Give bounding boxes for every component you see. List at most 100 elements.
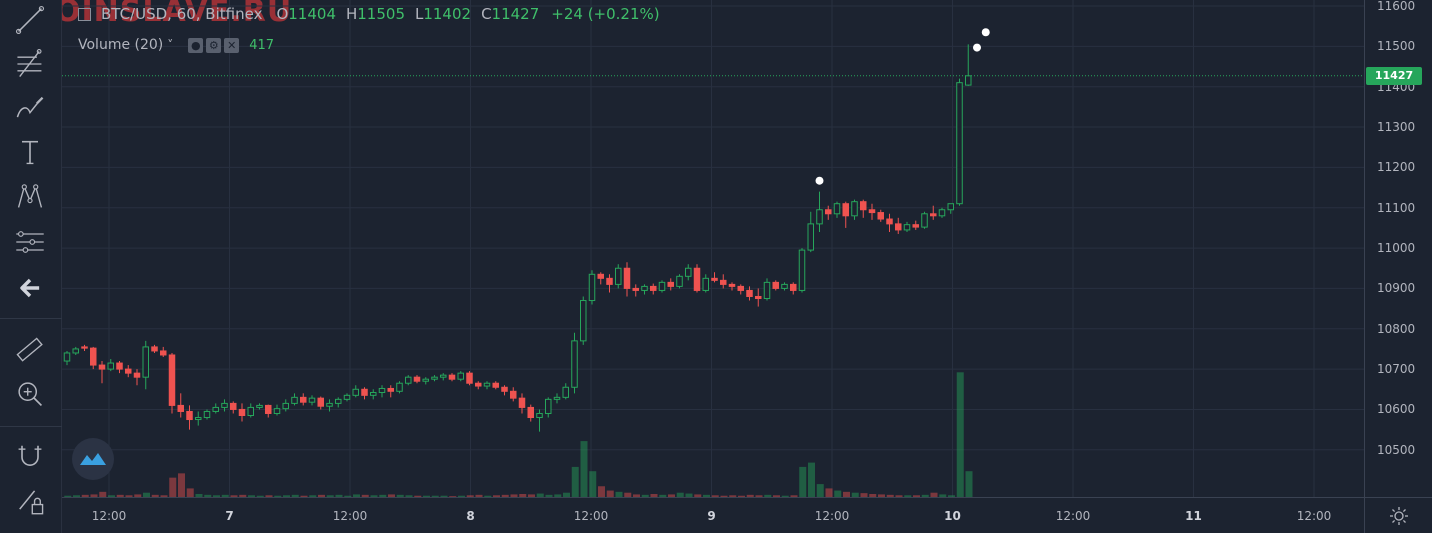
volume-bar [414,495,422,497]
volume-bar [956,372,964,497]
eye-icon[interactable]: ● [188,37,204,53]
volume-bar [143,492,150,497]
volume-indicator-name[interactable]: Volume (20) [78,37,164,53]
candle-body [501,386,508,392]
remove-drawings-tool[interactable] [10,270,50,306]
volume-bar [370,495,378,497]
text-tool[interactable] [10,134,50,170]
volume-bar [738,495,745,497]
candle-body [807,223,814,251]
candle-body [230,402,237,410]
candle-body [343,394,351,400]
tradingview-logo[interactable] [72,438,114,480]
price-tick-label: 10500 [1377,442,1416,457]
magnet-icon [18,445,42,466]
candle-body [746,289,753,297]
candle-body [63,352,71,362]
time-tick-label: 11 [1185,509,1202,523]
fib-retracement-icon [17,49,42,77]
volume-bar [423,495,430,497]
candle-body [965,75,972,86]
candle-body [781,283,788,289]
close-value: 11427 [491,5,540,23]
chevron-down-icon[interactable]: ˅ [167,38,174,52]
volume-bar [405,495,413,497]
zoom-in-tool[interactable] [10,376,50,412]
symbol-name[interactable]: BTC/USD, 60, Bitfinex [101,5,263,23]
gear-icon[interactable]: ⚙ [206,37,222,53]
ruler-tool[interactable] [10,332,50,368]
time-tick-label: 7 [225,509,234,523]
settings-icon[interactable] [1389,506,1409,526]
volume-bar [685,493,693,497]
candle-body [676,275,683,287]
candle-body [370,392,377,396]
volume-bar [116,494,124,497]
candle-body [300,396,307,403]
candle-body [527,406,534,419]
candle-body [553,396,561,400]
candle-body [588,273,596,302]
volume-bar [764,494,772,497]
candle-body [326,402,333,407]
volume-bar [221,494,229,497]
close-label: C [481,5,492,23]
candle-body [107,362,114,370]
lock-drawings-tool[interactable] [10,482,50,518]
candle-body [195,417,202,421]
candle-body [247,406,254,417]
magnet-tool[interactable] [10,438,50,474]
volume-bar [195,493,203,497]
volume-bar [204,494,212,497]
volume-bar [81,494,89,497]
candle-body [238,408,246,417]
close-icon[interactable]: ✕ [224,37,240,53]
price-axis[interactable]: 10500 10600 10700 10800 10900 11000 11100 11200… [1364,0,1432,497]
chart-settings-corner[interactable] [1364,497,1432,533]
watermark: COINSLAVE.RU [32,0,293,29]
candlestick-chart[interactable] [62,0,1364,497]
volume-bar [843,491,850,497]
candle-body [413,376,421,382]
volume-bar [633,494,640,497]
candle-body [877,212,884,220]
candle-body [606,277,613,285]
time-axis[interactable]: 12:00 7 12:00 8 12:00 9 12:00 10 12:00 11 12:00 [62,497,1364,533]
time-tick-label: 12:00 [332,509,368,523]
volume-bar [519,493,527,497]
volume-bar [554,494,562,497]
pattern-tool[interactable] [10,178,50,214]
volume-bar [589,471,597,497]
time-tick-label: 8 [466,509,475,523]
candle-body [387,387,394,392]
trend-line-tool[interactable] [10,2,50,38]
lock-drawing-icon [19,490,44,515]
measure-icon [16,231,44,253]
legend-collapse-toggle[interactable] [78,7,91,21]
volume-bar [711,495,719,497]
open-label: O [276,5,289,23]
volume-bar [186,488,194,497]
candle-body [956,82,963,205]
volume-bar [108,495,115,497]
volume-bar [834,490,842,497]
candle-body [693,267,701,291]
brush-tool[interactable] [10,90,50,126]
volume-bar [563,492,570,497]
trend-line-icon [15,5,45,35]
volume-bar [396,494,404,497]
volume-bar [361,494,369,497]
volume-bar [571,466,579,497]
candle-body [667,281,674,287]
prediction-measure-tool[interactable] [10,224,50,260]
signal-marker [973,43,981,52]
fib-retracement-tool[interactable] [10,46,50,82]
volume-bar [274,495,282,497]
chart-pane[interactable] [62,0,1364,497]
volume-bar [151,494,159,497]
candle-body [492,382,499,388]
candle-body [440,374,447,378]
candle-body [938,209,946,217]
candle-body [728,283,736,287]
price-tick-label: 10900 [1377,281,1416,296]
